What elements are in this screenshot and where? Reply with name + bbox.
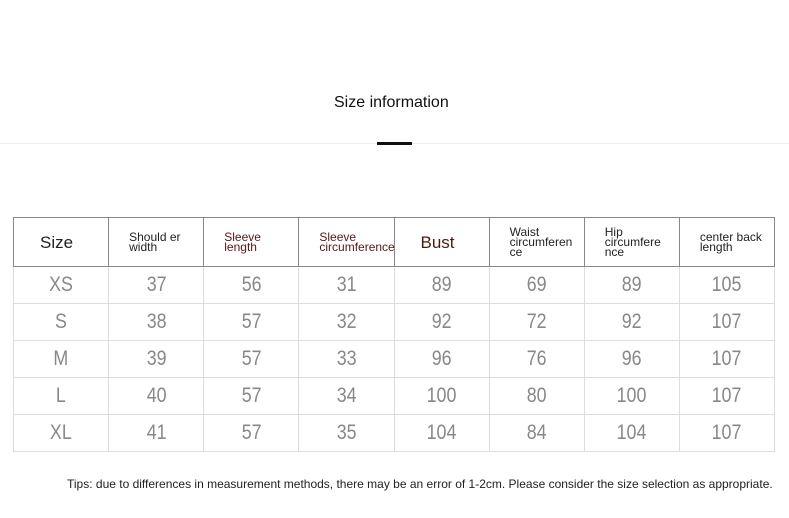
column-header: Waist circumferen ce	[488, 217, 585, 267]
column-header: Sleeve circumference	[298, 217, 395, 267]
cell-value: XL	[50, 421, 72, 444]
table-cell: 57	[203, 414, 300, 452]
cell-value: 32	[336, 310, 357, 333]
table-cell: L	[12, 377, 110, 415]
cell-value: 35	[336, 421, 357, 444]
cell-value: 57	[241, 310, 262, 333]
title-underline	[377, 142, 412, 145]
table-row: XL 41 57 35 104 84 104 107	[12, 414, 776, 452]
table-cell: 72	[488, 303, 585, 341]
table-cell: 96	[393, 340, 490, 378]
table-cell: 105	[678, 266, 776, 304]
cell-value: 104	[426, 421, 457, 444]
column-header: Size	[12, 217, 110, 267]
table-cell: 57	[203, 377, 300, 415]
table-cell: 100	[583, 377, 680, 415]
cell-value: 107	[712, 347, 742, 370]
cell-value: S	[55, 310, 68, 333]
cell-value: 33	[336, 347, 357, 370]
table-cell: 69	[488, 266, 585, 304]
table-cell: XS	[12, 266, 110, 304]
size-table: Size Should er width Sleeve length Sleeve c…	[12, 217, 776, 452]
table-cell: 89	[583, 266, 680, 304]
cell-value: 34	[336, 384, 357, 407]
table-cell: M	[12, 340, 110, 378]
column-header: Sleeve length	[203, 217, 300, 267]
cell-value: 57	[241, 384, 262, 407]
cell-value: 96	[431, 347, 452, 370]
cell-value: 39	[146, 347, 167, 370]
header-row: Size Should er width Sleeve length Sleeve c…	[12, 217, 776, 267]
cell-value: 31	[336, 273, 357, 296]
column-header: center back length	[678, 217, 776, 267]
table-cell: 107	[678, 303, 776, 341]
table-cell: 33	[298, 340, 395, 378]
cell-value: 76	[526, 347, 547, 370]
table-cell: 35	[298, 414, 395, 452]
table-cell: 57	[203, 340, 300, 378]
table-cell: 32	[298, 303, 395, 341]
column-header: Bust	[393, 217, 490, 267]
column-header: Hip circumfere nce	[583, 217, 680, 267]
cell-value: 57	[241, 421, 262, 444]
table-cell: 107	[678, 377, 776, 415]
table-cell: 96	[583, 340, 680, 378]
cell-value: 72	[526, 310, 547, 333]
column-header: Should er width	[108, 217, 205, 267]
cell-value: 104	[616, 421, 647, 444]
cell-value: 107	[712, 310, 742, 333]
table-cell: 56	[203, 266, 300, 304]
cell-value: 38	[146, 310, 167, 333]
cell-value: 100	[426, 384, 457, 407]
table-cell: 107	[678, 340, 776, 378]
table-cell: 38	[108, 303, 205, 341]
cell-value: 56	[241, 273, 262, 296]
cell-value: 107	[712, 421, 742, 444]
table-cell: 41	[108, 414, 205, 452]
table-cell: 31	[298, 266, 395, 304]
cell-value: L	[56, 384, 67, 407]
cell-value: 89	[431, 273, 452, 296]
cell-value: M	[53, 347, 69, 370]
table-cell: 84	[488, 414, 585, 452]
table-cell: 80	[488, 377, 585, 415]
cell-value: 84	[526, 421, 547, 444]
cell-value: 37	[146, 273, 167, 296]
table-cell: 92	[393, 303, 490, 341]
table-row: L 40 57 34 100 80 100 107	[12, 377, 776, 415]
cell-value: 107	[712, 384, 742, 407]
table-cell: 100	[393, 377, 490, 415]
cell-value: 40	[146, 384, 167, 407]
table-row: S 38 57 32 92 72 92 107	[12, 303, 776, 341]
cell-value: 57	[241, 347, 262, 370]
cell-value: 100	[616, 384, 647, 407]
table-cell: 34	[298, 377, 395, 415]
cell-value: 105	[712, 273, 742, 296]
table-cell: 92	[583, 303, 680, 341]
table-cell: 89	[393, 266, 490, 304]
table-cell: 39	[108, 340, 205, 378]
section-title: Size information	[334, 94, 449, 111]
table-cell: 104	[393, 414, 490, 452]
table-cell: 37	[108, 266, 205, 304]
cell-value: 96	[621, 347, 642, 370]
cell-value: 41	[146, 421, 167, 444]
table-row: XS 37 56 31 89 69 89 105	[12, 266, 776, 304]
cell-value: 69	[526, 273, 547, 296]
table-cell: 76	[488, 340, 585, 378]
cell-value: 92	[431, 310, 452, 333]
cell-value: 92	[621, 310, 642, 333]
table-cell: 107	[678, 414, 776, 452]
table-cell: S	[12, 303, 110, 341]
table-cell: 40	[108, 377, 205, 415]
table-cell: 104	[583, 414, 680, 452]
cell-value: 89	[621, 273, 642, 296]
cell-value: XS	[49, 273, 73, 296]
table-cell: 57	[203, 303, 300, 341]
cell-value: 80	[526, 384, 547, 407]
tips-text: Tips: due to differences in measurement …	[67, 477, 773, 491]
table-cell: XL	[12, 414, 110, 452]
table-row: M 39 57 33 96 76 96 107	[12, 340, 776, 378]
